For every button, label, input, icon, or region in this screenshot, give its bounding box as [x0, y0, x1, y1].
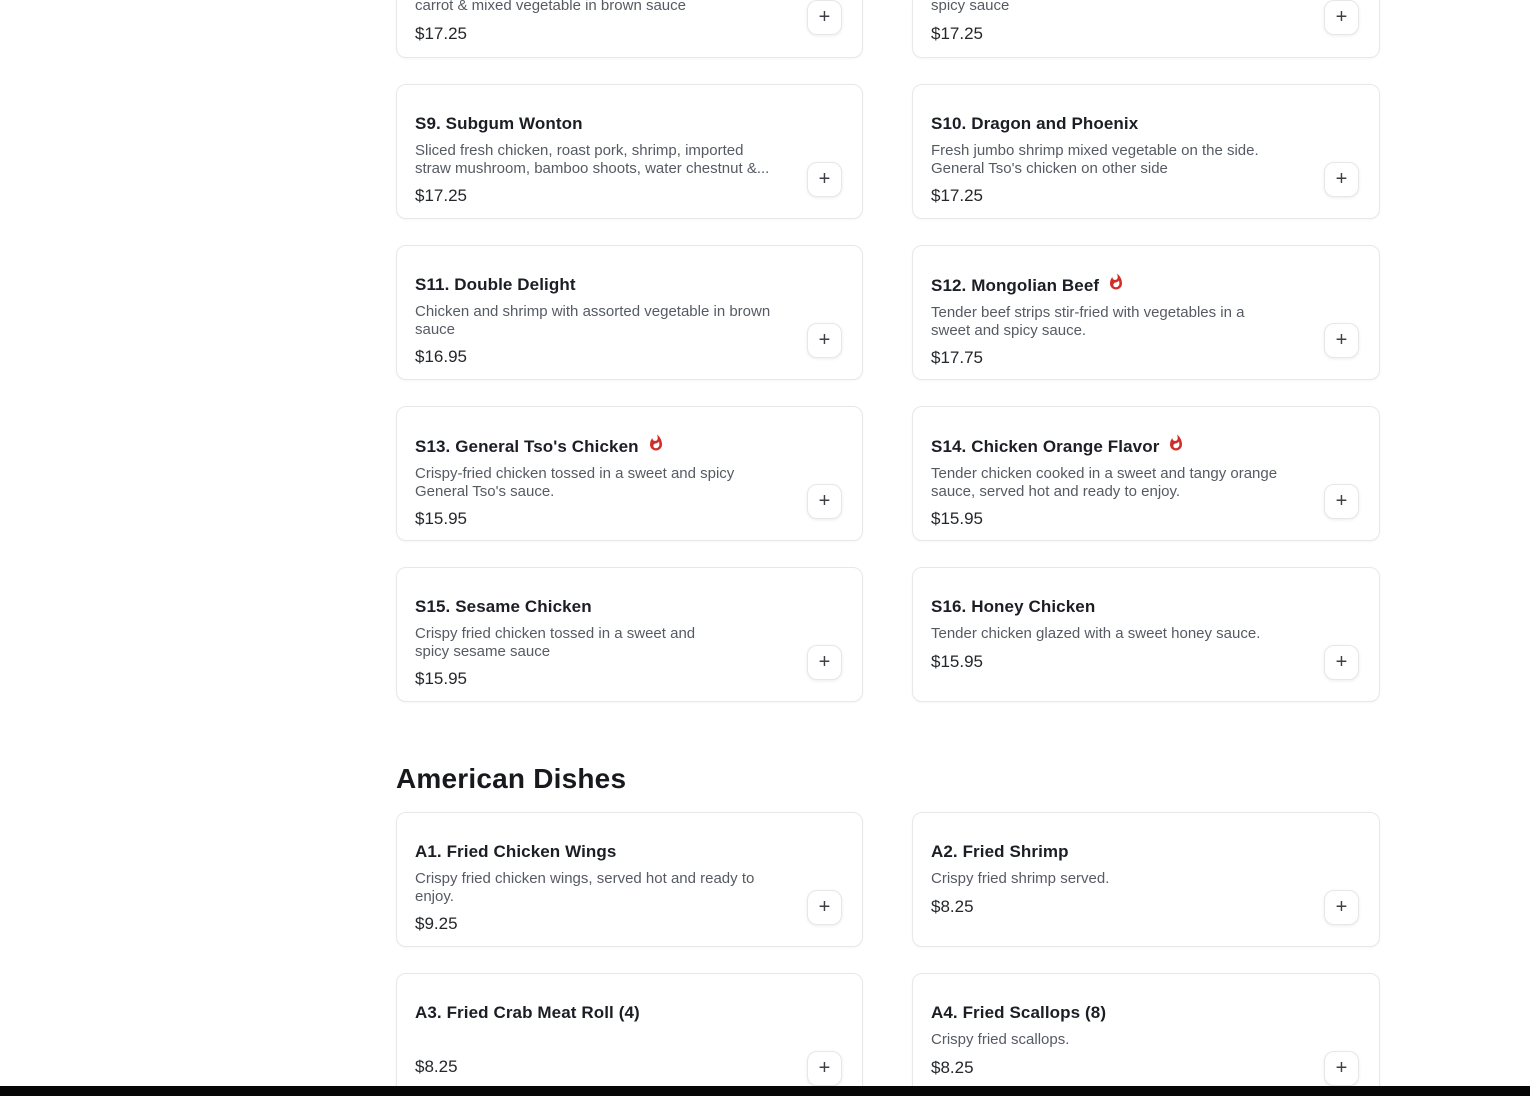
add-item-button[interactable]: +	[807, 1051, 842, 1086]
plus-icon: +	[1335, 168, 1348, 190]
section-heading: American Dishes	[396, 763, 627, 794]
item-name: S13. General Tso's Chicken	[415, 434, 844, 457]
item-price: $9.25	[415, 914, 458, 933]
item-price: $8.25	[931, 896, 974, 916]
add-item-button[interactable]: +	[1324, 484, 1359, 519]
item-name: S9. Subgum Wonton	[415, 114, 583, 133]
item-name: A2. Fried Shrimp	[931, 842, 1069, 861]
item-description: Tender beef strips stir-fried with veget…	[931, 304, 1245, 339]
add-item-button[interactable]: +	[1324, 323, 1359, 358]
item-name: S10. Dragon and Phoenix	[931, 114, 1139, 133]
item-price: $17.25	[415, 186, 467, 205]
spicy-flame-icon	[1107, 273, 1125, 296]
item-description: Crispy-fried chicken tossed in a sweet a…	[415, 465, 735, 500]
menu-sections: S9. Subgum Wonton Sliced fresh chicken, r…	[396, 84, 1380, 1096]
add-item-button[interactable]: +	[807, 162, 842, 197]
add-item-button[interactable]: +	[1324, 162, 1359, 197]
item-name: S15. Sesame Chicken	[415, 597, 592, 616]
menu-item-card[interactable]: S9. Subgum Wonton Sliced fresh chicken, r…	[396, 84, 863, 219]
menu-item-card[interactable]: S13. General Tso's Chicken Crispy-fried c…	[396, 406, 863, 541]
menu-item-card[interactable]: S16. Honey Chicken Tender chicken glazed …	[912, 567, 1380, 702]
menu-item-card[interactable]: A3. Fried Crab Meat Roll (4) $8.25 +	[396, 973, 863, 1096]
plus-icon: +	[1335, 490, 1348, 512]
item-description: Crispy fried chicken tossed in a sweet a…	[415, 625, 696, 660]
plus-icon: +	[818, 329, 831, 351]
item-price: $15.95	[415, 509, 467, 528]
item-description	[415, 1031, 807, 1048]
item-description: Chicken and shrimp with assorted vegetab…	[415, 303, 771, 338]
add-item-button[interactable]: +	[1324, 0, 1359, 35]
item-name: S12. Mongolian Beef	[931, 273, 1361, 296]
add-item-button[interactable]: +	[1324, 645, 1359, 680]
item-description: Tender chicken cooked in a sweet and tan…	[931, 465, 1278, 500]
item-price: $15.95	[931, 651, 983, 671]
plus-icon: +	[1335, 1057, 1348, 1079]
item-price: $17.75	[931, 348, 983, 367]
item-name: A4. Fried Scallops (8)	[931, 1003, 1107, 1022]
plus-icon: +	[818, 651, 831, 673]
plus-icon: +	[1335, 651, 1348, 673]
item-name: S16. Honey Chicken	[931, 597, 1096, 616]
item-description: Crispy fried scallops.	[931, 1031, 1070, 1048]
menu-grid-partial: carrot & mixed vegetable in brown sauce $…	[396, 0, 1380, 58]
plus-icon: +	[1335, 896, 1348, 918]
menu-item-card[interactable]: S15. Sesame Chicken Crispy fried chicken …	[396, 567, 863, 702]
spicy-flame-icon	[1167, 434, 1185, 457]
add-item-button[interactable]: +	[807, 484, 842, 519]
add-item-button[interactable]: +	[1324, 1051, 1359, 1086]
item-price: $17.25	[415, 23, 467, 43]
item-description: carrot & mixed vegetable in brown sauce	[415, 0, 686, 14]
item-price: $8.25	[415, 1057, 458, 1076]
add-item-button[interactable]: +	[807, 890, 842, 925]
spicy-flame-icon	[647, 434, 665, 457]
add-item-button[interactable]: +	[1324, 890, 1359, 925]
menu-item-card[interactable]: A1. Fried Chicken Wings Crispy fried chic…	[396, 812, 863, 947]
footer-bar	[0, 1086, 1530, 1096]
menu-item-card[interactable]: carrot & mixed vegetable in brown sauce $…	[396, 0, 863, 58]
menu-section-grid: A1. Fried Chicken Wings Crispy fried chic…	[396, 812, 1380, 1096]
menu-item-card[interactable]: S11. Double Delight Chicken and shrimp wi…	[396, 245, 863, 380]
item-name: S11. Double Delight	[415, 275, 576, 294]
plus-icon: +	[818, 896, 831, 918]
item-description: Crispy fried shrimp served.	[931, 870, 1110, 887]
item-price: $17.25	[931, 23, 983, 43]
item-name: A3. Fried Crab Meat Roll (4)	[415, 1003, 640, 1022]
item-description: Tender chicken glazed with a sweet honey…	[931, 625, 1261, 642]
item-price: $15.95	[931, 509, 983, 528]
item-name: A1. Fried Chicken Wings	[415, 842, 617, 861]
plus-icon: +	[1335, 6, 1348, 28]
menu-item-card[interactable]: S10. Dragon and Phoenix Fresh jumbo shrim…	[912, 84, 1380, 219]
menu-item-card[interactable]: spicy sauce $17.25 +	[912, 0, 1380, 58]
menu-item-card[interactable]: A2. Fried Shrimp Crispy fried shrimp serv…	[912, 812, 1380, 947]
plus-icon: +	[1335, 329, 1348, 351]
menu-section-grid: S9. Subgum Wonton Sliced fresh chicken, r…	[396, 84, 1380, 702]
item-price: $16.95	[415, 347, 467, 366]
item-name: S14. Chicken Orange Flavor	[931, 434, 1361, 457]
menu-item-card[interactable]: A4. Fried Scallops (8) Crispy fried scall…	[912, 973, 1380, 1096]
item-description: Fresh jumbo shrimp mixed vegetable on th…	[931, 142, 1259, 177]
item-price: $15.95	[415, 669, 467, 688]
plus-icon: +	[818, 6, 831, 28]
item-price: $8.25	[931, 1057, 974, 1077]
menu-content: carrot & mixed vegetable in brown sauce $…	[396, 0, 1380, 1096]
add-item-button[interactable]: +	[807, 645, 842, 680]
item-price: $17.25	[931, 186, 983, 205]
plus-icon: +	[818, 490, 831, 512]
menu-item-card[interactable]: S14. Chicken Orange Flavor Tender chicken…	[912, 406, 1380, 541]
plus-icon: +	[818, 168, 831, 190]
item-description: spicy sauce	[931, 0, 1010, 14]
item-description: Sliced fresh chicken, roast pork, shrimp…	[415, 142, 770, 177]
menu-item-card[interactable]: S12. Mongolian Beef Tender beef strips st…	[912, 245, 1380, 380]
plus-icon: +	[818, 1057, 831, 1079]
add-item-button[interactable]: +	[807, 0, 842, 35]
item-description: Crispy fried chicken wings, served hot a…	[415, 870, 755, 905]
add-item-button[interactable]: +	[807, 323, 842, 358]
